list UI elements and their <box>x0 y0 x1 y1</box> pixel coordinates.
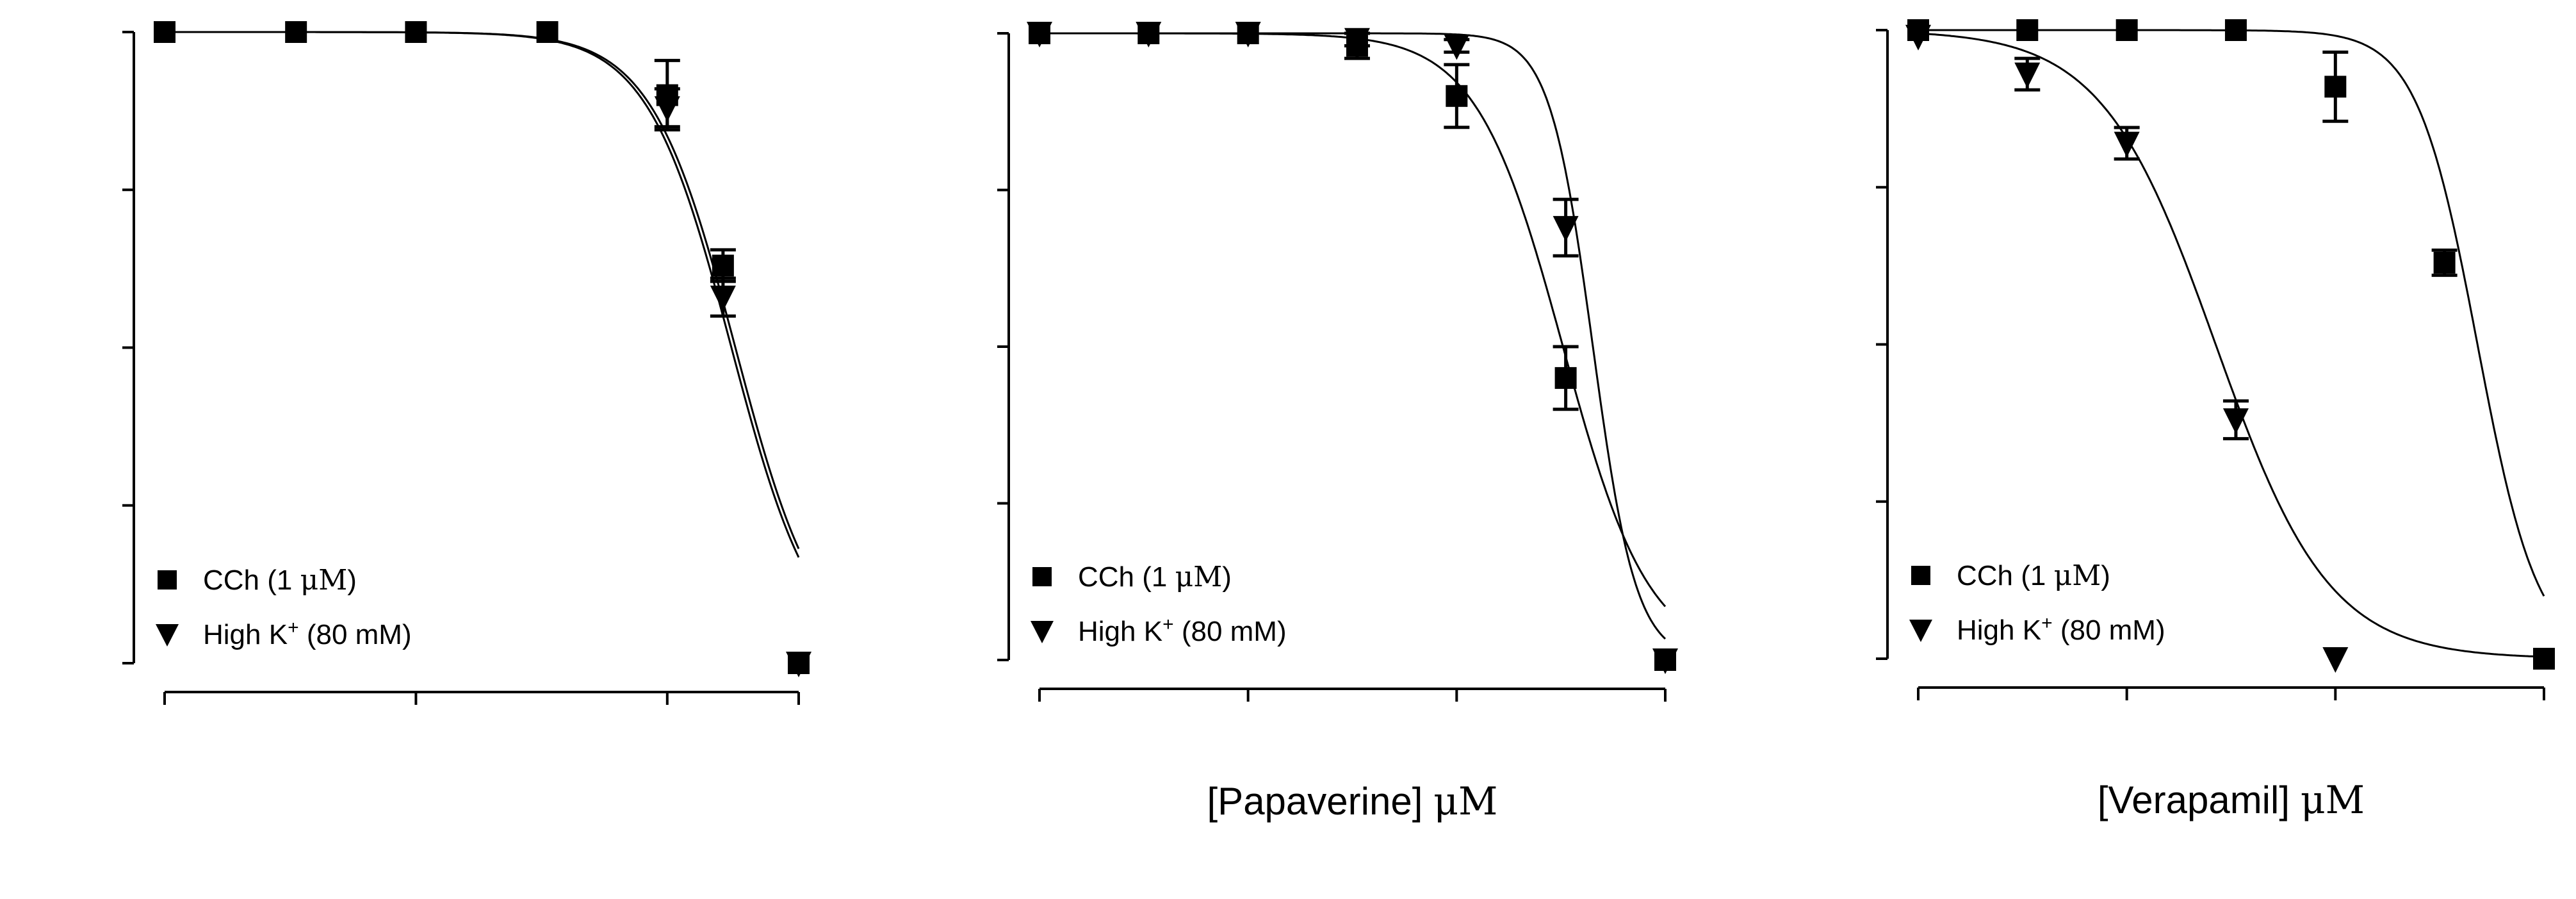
legend: CCh (1 μM) High K+ (80 mM) <box>156 564 412 650</box>
legend-label-cch: CCh (1 μM) <box>1078 561 1232 593</box>
triangle-marker <box>654 96 680 122</box>
legend-triangle-marker <box>1031 621 1054 643</box>
fit-curve <box>165 31 800 558</box>
legend-label-cch-tail: ) <box>347 565 357 596</box>
legend-label-high-k-tail: (80 mM) <box>299 619 412 650</box>
legend-square-marker <box>158 570 177 590</box>
series-high-k <box>1027 22 1678 674</box>
legend-label-high-k: High K+ (80 mM) <box>203 617 412 651</box>
x-axis-title: [Papaverine] μM <box>1207 779 1498 824</box>
legend: CCh (1 μM) High K+ (80 mM) <box>1031 561 1287 647</box>
legend-label-cch-tail: ) <box>2101 560 2110 591</box>
triangle-marker <box>1027 22 1052 47</box>
legend-square-marker <box>1032 567 1052 586</box>
square-marker <box>1554 367 1577 389</box>
fit-curve <box>1918 32 2545 658</box>
legend-label-cch: CCh (1 μM) <box>203 564 357 597</box>
panel-a: CCh (1 μM) High K+ (80 mM) <box>122 21 811 705</box>
triangle-marker <box>1344 28 1370 54</box>
legend-label-cch-main: CCh (1 <box>1957 560 2054 591</box>
x-axis-title-main: [Papaverine] <box>1207 780 1434 823</box>
legend-label-cch-main: CCh (1 <box>203 565 300 596</box>
legend-label-cch-unit: μM <box>300 564 348 597</box>
x-axis-title-unit: μM <box>2301 778 2365 823</box>
triangle-marker <box>710 285 736 311</box>
triangle-marker <box>1652 648 1678 674</box>
x-axis-title: [Verapamil] μM <box>2098 778 2365 823</box>
square-marker <box>2433 251 2456 274</box>
x-axis-title-main: [Verapamil] <box>2098 779 2301 821</box>
series-high-k <box>1905 24 2545 673</box>
triangle-marker <box>1235 22 1261 47</box>
triangle-marker <box>1905 24 1931 51</box>
square-marker <box>2224 19 2247 41</box>
legend-label-high-k-sup: + <box>288 617 299 638</box>
legend-label-high-k: High K+ (80 mM) <box>1078 614 1287 648</box>
square-marker <box>1446 85 1468 107</box>
legend-label-cch: CCh (1 μM) <box>1957 559 2110 592</box>
triangle-marker <box>1136 22 1162 47</box>
legend-label-cch-tail: ) <box>1222 561 1232 593</box>
legend-label-high-k-main: High K <box>1078 616 1162 647</box>
series-high-k <box>165 31 811 677</box>
series-cch <box>1907 19 2555 670</box>
triangle-marker <box>1444 34 1470 60</box>
legend-label-high-k-sup: + <box>2041 613 2053 634</box>
legend-label-high-k-tail: (80 mM) <box>2053 614 2165 646</box>
legend-square-marker <box>1911 566 1930 585</box>
legend: CCh (1 μM) High K+ (80 mM) <box>1909 559 2165 646</box>
square-marker <box>2016 19 2039 41</box>
legend-label-cch-main: CCh (1 <box>1078 561 1175 593</box>
square-marker <box>2115 19 2138 41</box>
triangle-marker <box>1553 216 1579 242</box>
triangle-marker <box>2014 62 2041 88</box>
square-marker <box>2533 648 2555 670</box>
square-marker <box>712 254 734 277</box>
triangle-marker <box>2222 408 2249 434</box>
legend-triangle-marker <box>1909 620 1932 642</box>
triangle-marker <box>2322 647 2349 673</box>
legend-label-high-k-main: High K <box>1957 614 2041 646</box>
legend-label-cch-unit: μM <box>1175 561 1223 593</box>
triangle-marker <box>2114 131 2140 158</box>
legend-label-cch-unit: μM <box>2054 559 2101 592</box>
triangle-marker <box>786 652 811 677</box>
x-axis-title-unit: μM <box>1433 779 1497 824</box>
square-marker <box>2324 76 2347 98</box>
legend-label-high-k-tail: (80 mM) <box>1174 616 1287 647</box>
legend-label-high-k-main: High K <box>203 619 288 650</box>
legend-triangle-marker <box>156 624 179 647</box>
legend-label-high-k-sup: + <box>1162 614 1174 635</box>
legend-label-high-k: High K+ (80 mM) <box>1957 613 2165 647</box>
